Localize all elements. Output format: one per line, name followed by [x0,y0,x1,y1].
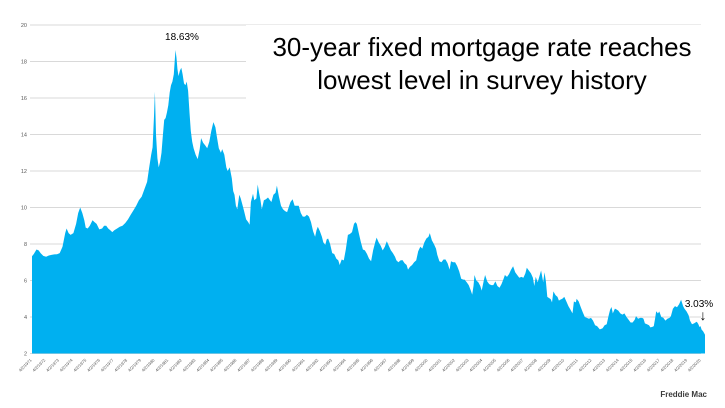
x-axis-tick-label: 4/2/1986 [222,357,238,373]
x-axis-tick-label: 4/2/1975 [72,357,88,373]
source-label: Freddie Mac [660,390,707,399]
x-axis-tick-label: 4/2/2005 [482,357,498,373]
x-axis-tick-label: 4/2/1987 [236,357,252,373]
x-axis-tick-label: 4/2/1992 [304,357,320,373]
x-axis-tick-label: 4/2/1999 [400,357,416,373]
rate-area-series [32,50,705,354]
x-axis-tick-label: 4/2/1977 [100,357,116,373]
x-axis-tick-label: 4/2/1973 [45,357,61,373]
x-axis-tick-label: 4/2/2006 [495,357,511,373]
y-axis-tick-label: 6 [24,279,27,285]
peak-rate-annotation: 18.63% [165,32,199,43]
y-axis-tick-label: 12 [21,169,27,175]
x-axis-tick-label: 4/2/1985 [209,357,225,373]
x-axis-tick-label: 4/2/1984 [195,357,211,373]
x-axis-tick-label: 4/2/2001 [427,357,443,373]
x-axis-tick-label: 4/2/1990 [277,357,293,373]
y-axis-tick-label: 10 [21,206,27,212]
x-axis-tick-label: 4/2/2012 [577,357,593,373]
x-axis-tick-label: 4/2/1976 [86,357,102,373]
x-axis-tick-label: 4/2/2018 [659,357,675,373]
title-line-1: 30-year fixed mortgage rate reaches [272,32,692,62]
x-axis-tick-label: 4/2/1982 [168,357,184,373]
x-axis-tick-label: 4/2/1978 [113,357,129,373]
x-axis-tick-label: 4/2/2017 [646,357,662,373]
y-axis-tick-label: 20 [21,23,27,29]
x-axis-tick-label: 4/2/1988 [250,357,266,373]
x-axis-tick-label: 4/2/1971 [18,357,34,373]
title-line-2: lowest level in survey history [317,65,647,95]
x-axis-tick-label: 4/2/2008 [523,357,539,373]
page-title: 30-year fixed mortgage rate reaches lowe… [246,25,718,113]
x-axis-tick-label: 4/2/2016 [632,357,648,373]
x-axis-tick-label: 4/2/1974 [59,357,75,373]
x-axis-tick-label: 4/2/1989 [263,357,279,373]
x-axis-tick-label: 4/2/2004 [468,357,484,373]
x-axis-tick-label: 4/2/2002 [441,357,457,373]
x-axis-tick-label: 4/2/2015 [618,357,634,373]
x-axis-tick-label: 4/2/2007 [509,357,525,373]
x-axis-tick-label: 4/2/1994 [332,357,348,373]
y-axis-tick-label: 8 [24,242,27,248]
x-axis-tick-label: 4/2/2014 [605,357,621,373]
x-axis-tick-label: 4/2/1983 [181,357,197,373]
x-axis-tick-label: 4/2/2009 [536,357,552,373]
x-axis-tick-label: 4/2/2011 [564,357,579,372]
down-arrow-icon: ↓ [699,307,707,323]
x-axis-tick-label: 4/2/1981 [154,357,170,373]
x-axis-tick-label: 4/2/1998 [386,357,402,373]
x-axis-tick-label: 4/2/2019 [673,357,689,373]
x-axis-tick-label: 4/2/1979 [127,357,143,373]
x-axis-tick-label: 4/2/2003 [455,357,471,373]
x-axis-tick-label: 4/2/2013 [591,357,607,373]
y-axis-tick-label: 16 [21,96,27,102]
x-axis-tick-label: 4/2/1991 [291,357,307,373]
y-axis-tick-label: 4 [24,315,27,321]
x-axis-tick-label: 4/2/1972 [31,357,47,373]
x-axis-tick-label: 4/2/1980 [141,357,157,373]
x-axis-tick-label: 4/2/2020 [687,357,703,373]
latest-rate-annotation: 3.03% [684,299,714,310]
x-axis-tick-label: 4/2/1993 [318,357,334,373]
y-axis-tick-label: 14 [21,133,27,139]
y-axis-tick-label: 2 [24,352,27,358]
x-axis-tick-label: 4/2/2000 [414,357,430,373]
x-axis-tick-label: 4/2/1995 [345,357,361,373]
x-axis-tick-label: 4/2/1997 [373,357,389,373]
x-axis-tick-label: 4/2/2010 [550,357,566,373]
x-axis-tick-label: 4/2/1996 [359,357,375,373]
y-axis-tick-label: 18 [21,60,27,66]
